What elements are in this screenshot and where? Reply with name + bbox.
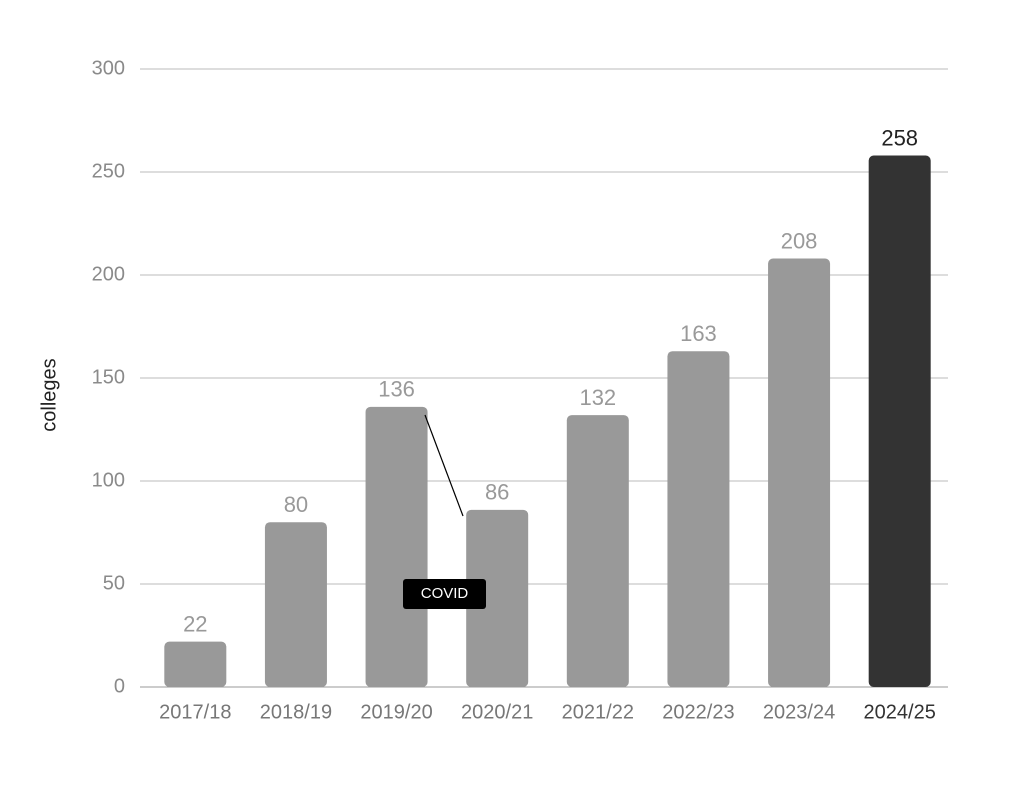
value-label: 86: [485, 480, 509, 505]
value-label: 136: [378, 377, 415, 402]
bar: [264, 522, 327, 687]
y-tick-label: 300: [92, 57, 125, 79]
y-tick-label: 200: [92, 263, 125, 285]
x-tick-label: 2018/19: [260, 701, 332, 723]
x-tick-label: 2022/23: [662, 701, 734, 723]
x-tick-label: 2024/25: [864, 701, 936, 723]
y-tick-label: 250: [92, 160, 125, 182]
value-label: 22: [183, 611, 207, 636]
x-tick-label: 2021/22: [562, 701, 634, 723]
bar: [466, 509, 529, 687]
value-label: 80: [284, 492, 308, 517]
value-label: 208: [781, 228, 818, 253]
annotation-text: COVID: [421, 585, 469, 602]
x-tick-label: 2023/24: [763, 701, 835, 723]
x-tick-label: 2019/20: [360, 701, 432, 723]
x-tick-label: 2020/21: [461, 701, 533, 723]
value-label: 132: [579, 385, 616, 410]
value-label: 258: [881, 125, 918, 150]
bar: [768, 258, 831, 687]
bar: [164, 641, 227, 687]
y-tick-label: 50: [103, 572, 125, 594]
y-tick-label: 100: [92, 469, 125, 491]
y-axis-label: colleges: [38, 358, 60, 431]
x-tick-label: 2017/18: [159, 701, 231, 723]
bar: [566, 415, 629, 687]
bar: [365, 406, 428, 687]
y-tick-label: 0: [114, 675, 125, 697]
bar: [667, 351, 730, 687]
value-label: 163: [680, 321, 717, 346]
annotation-box: [403, 579, 486, 609]
grid: 0 50 100 150 200 250 300: [92, 57, 948, 697]
bar: [868, 155, 931, 687]
bars: 2017/18 22 2018/19 80 2019/20 136 2020/21 86 202…: [159, 125, 936, 723]
y-tick-label: 150: [92, 366, 125, 388]
annotation-connector: [424, 414, 464, 517]
